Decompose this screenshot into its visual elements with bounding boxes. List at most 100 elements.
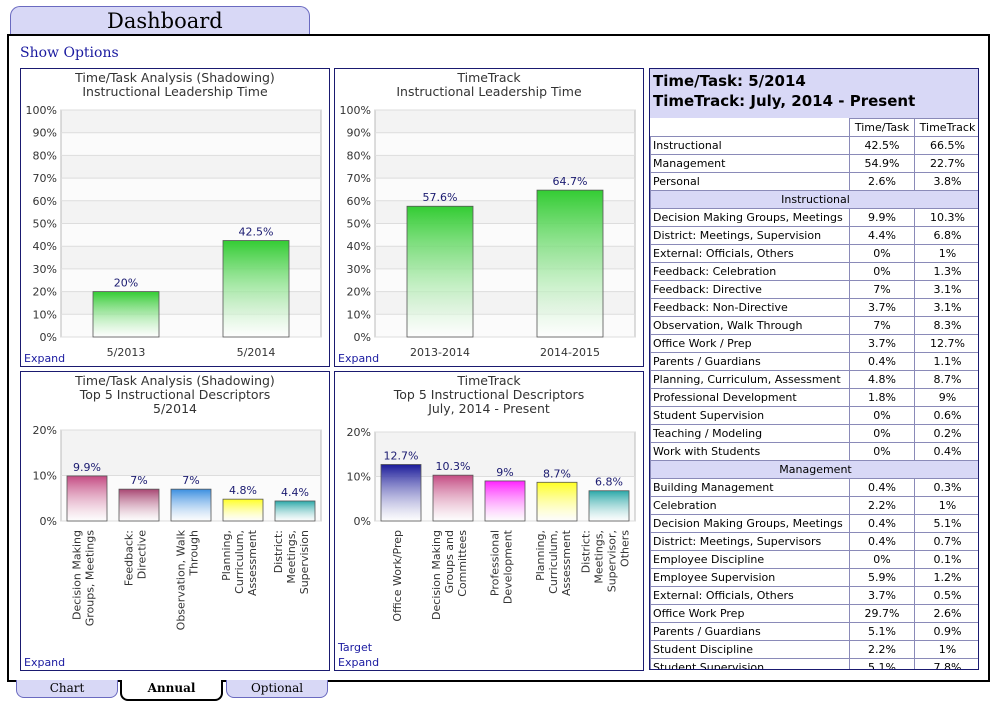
label-line: Meetings, xyxy=(593,530,606,584)
timetrack-value: 0.9% xyxy=(914,622,978,641)
timetask-value: 5.1% xyxy=(849,622,915,641)
timetask-value: 0% xyxy=(849,262,915,281)
timetrack-value: 0.4% xyxy=(914,442,978,461)
bar-value-label: 20% xyxy=(114,277,138,290)
bar xyxy=(406,205,474,338)
timetrack-value: 9% xyxy=(914,388,978,407)
label-line: District: xyxy=(580,530,593,573)
timetask-value: 2.2% xyxy=(849,640,915,659)
stats-row: Building Management 0.4% 0.3% xyxy=(650,478,978,497)
x-category-label: ProfessionalDevelopment xyxy=(489,529,515,604)
bar xyxy=(170,488,212,522)
timetrack-value: 0.1% xyxy=(914,550,978,569)
tab-chart[interactable]: Chart xyxy=(16,680,118,698)
row-label: Employee Supervision xyxy=(650,568,850,587)
y-tick-label: 20% xyxy=(33,286,57,299)
x-category-label: Decision MakingGroups andCommittees xyxy=(430,530,469,620)
row-label: Office Work / Prep xyxy=(650,334,850,353)
y-tick-label: 20% xyxy=(33,424,57,437)
tab-optional[interactable]: Optional xyxy=(226,680,328,698)
target-link[interactable]: Target xyxy=(338,641,373,654)
expand-link[interactable]: Expand xyxy=(24,352,66,365)
y-tick-label: 20% xyxy=(347,426,371,439)
timetrack-value: 66.5% xyxy=(914,136,978,155)
timetrack-value: 0.3% xyxy=(914,478,978,497)
bar-value-label: 9.9% xyxy=(73,461,101,474)
timetask-value: 3.7% xyxy=(849,298,915,317)
row-label: Teaching / Modeling xyxy=(650,424,850,443)
timetrack-value: 10.3% xyxy=(914,208,978,227)
row-label: Parents / Guardians xyxy=(650,352,850,371)
expand-link[interactable]: Expand xyxy=(24,656,66,669)
chart-title-line: TimeTrack xyxy=(457,70,521,85)
plot-band xyxy=(61,200,321,224)
label-line: Supervisor, xyxy=(606,530,619,592)
x-category-label: Planning,Curriculum,Assessment xyxy=(220,529,259,596)
y-tick-label: 100% xyxy=(340,104,371,117)
timetrack-value: 22.7% xyxy=(914,154,978,173)
bar-value-label: 9% xyxy=(496,466,513,479)
stats-row: Office Work / Prep 3.7% 12.7% xyxy=(650,334,978,353)
timetrack-value: 2.6% xyxy=(914,604,978,623)
stats-section-row: Management xyxy=(650,460,978,479)
stats-panel: Time/Task: 5/2014 TimeTrack: July, 2014 … xyxy=(649,68,979,670)
row-label: Decision Making Groups, Meetings xyxy=(650,208,850,227)
plot-band xyxy=(375,132,635,156)
stats-row: Employee Discipline 0% 0.1% xyxy=(650,550,978,569)
expand-link[interactable]: Expand xyxy=(338,656,380,669)
chart-panel-timetrack-top5: TimeTrack Top 5 Instructional Descriptor… xyxy=(334,371,644,671)
tab-annual[interactable]: Annual xyxy=(120,680,223,701)
stats-row: Personal 2.6% 3.8% xyxy=(650,172,978,191)
timetask-value: 2.2% xyxy=(849,496,915,515)
bar xyxy=(536,189,604,338)
bar-value-label: 7% xyxy=(130,474,147,487)
expand-link[interactable]: Expand xyxy=(338,352,380,365)
x-category-label: Decision MakingGroups, Meetings xyxy=(71,530,97,627)
timetrack-value: 0.6% xyxy=(914,406,978,425)
y-tick-label: 40% xyxy=(33,240,57,253)
row-label: Office Work Prep xyxy=(650,604,850,623)
plot-band xyxy=(61,430,321,476)
x-category-label: 5/2014 xyxy=(237,346,276,359)
stats-table: Time/Task TimeTrack Instructional 42.5% 66… xyxy=(650,118,978,669)
bar xyxy=(536,481,578,522)
stats-header-row: Time/Task TimeTrack xyxy=(650,118,978,137)
x-category-label: 5/2013 xyxy=(107,346,146,359)
chart-title-line: Time/Task Analysis (Shadowing) xyxy=(75,70,275,85)
chart-title-line: Top 5 Instructional Descriptors xyxy=(393,387,585,402)
timetask-value: 0.4% xyxy=(849,352,915,371)
bar xyxy=(274,500,316,522)
bar-value-label: 8.7% xyxy=(543,467,571,480)
bar-chart: 0% 10% 20% 30% 40% 50% 60% 70% 80% 90% 100% 57.6% 20… xyxy=(340,104,636,359)
show-options-link[interactable]: Show Options xyxy=(20,45,119,61)
y-tick-label: 70% xyxy=(347,172,371,185)
row-label: Building Management xyxy=(650,478,850,497)
x-category-label: Planning,Curriculum,Assessment xyxy=(534,529,573,596)
bar xyxy=(118,488,160,522)
stats-row: Planning, Curriculum, Assessment 4.8% 8.7% xyxy=(650,370,978,389)
bar-value-label: 10.3% xyxy=(436,460,471,473)
timetask-value: 3.7% xyxy=(849,334,915,353)
bar xyxy=(222,240,290,338)
timetrack-value: 1.1% xyxy=(914,352,978,371)
label-line: Assessment xyxy=(246,529,259,596)
dashboard-title-tab: Dashboard xyxy=(10,6,310,36)
y-tick-label: 80% xyxy=(33,149,57,162)
timetask-value: 0% xyxy=(849,550,915,569)
timetrack-value: 12.7% xyxy=(914,334,978,353)
bar-chart: 0% 10% 20% 12.7% Office Work/Prep 10.3% Decisi… xyxy=(347,426,636,622)
timetrack-value: 7.8% xyxy=(914,658,978,669)
stats-row: Teaching / Modeling 0% 0.2% xyxy=(650,424,978,443)
label-line: Others xyxy=(619,530,632,567)
y-tick-label: 10% xyxy=(347,471,371,484)
y-tick-label: 90% xyxy=(33,127,57,140)
x-category-label: Observation, WalkThrough xyxy=(175,529,201,630)
stats-row: District: Meetings, Supervisors 0.4% 0.7% xyxy=(650,532,978,551)
label-line: Office Work/Prep xyxy=(391,530,404,622)
plot-band xyxy=(61,178,321,201)
timetrack-value: 0.2% xyxy=(914,424,978,443)
bar-value-label: 42.5% xyxy=(239,226,274,239)
timetask-value: 0.4% xyxy=(849,532,915,551)
bar-value-label: 7% xyxy=(182,474,199,487)
timetask-value: 5.1% xyxy=(849,658,915,669)
